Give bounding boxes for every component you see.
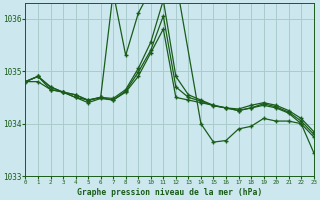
X-axis label: Graphe pression niveau de la mer (hPa): Graphe pression niveau de la mer (hPa) [77,188,262,197]
